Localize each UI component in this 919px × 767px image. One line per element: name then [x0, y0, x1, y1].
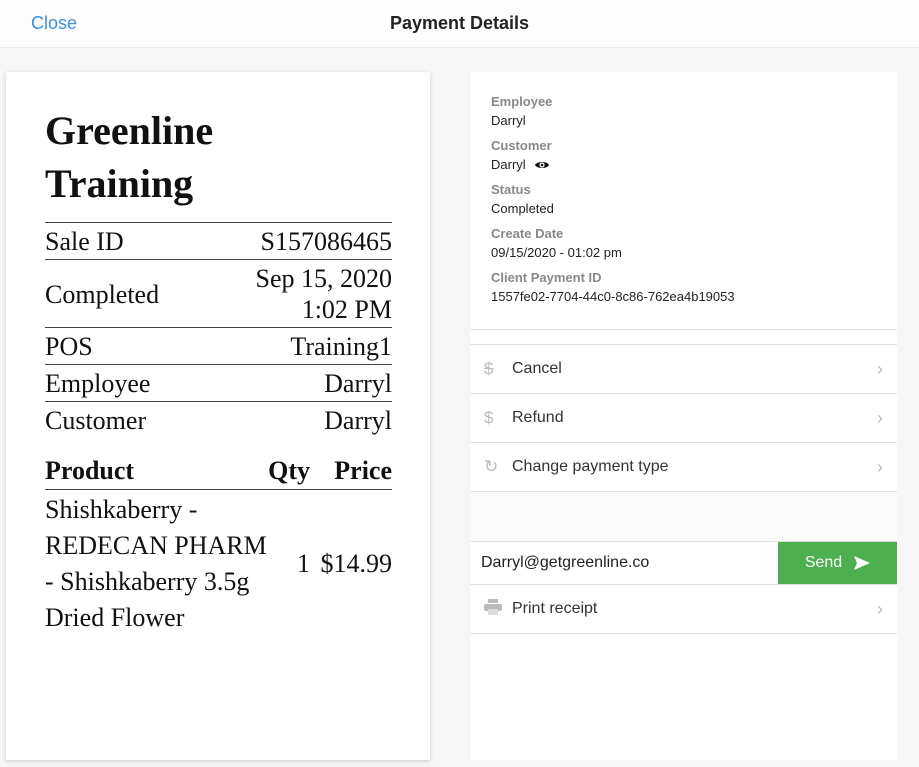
- employee-value: Darryl: [491, 111, 876, 131]
- email-receipt-row: Send: [470, 541, 897, 584]
- create-date-text: 09/15/2020 - 01:02 pm: [491, 245, 622, 260]
- row-label: Employee: [45, 369, 151, 398]
- send-button[interactable]: Send: [778, 542, 897, 584]
- store-name: Greenline Training: [45, 108, 214, 206]
- payment-info: Employee Darryl Customer Darryl Status C…: [470, 72, 897, 330]
- product-price: $14.99: [320, 549, 393, 578]
- col-qty: Qty: [268, 456, 310, 485]
- product-name: Shishkaberry - REDECAN PHARM - Shishkabe…: [45, 495, 267, 632]
- receipt-row-employee: Employee Darryl: [45, 364, 392, 401]
- cancel-button[interactable]: $ Cancel ›: [470, 344, 897, 393]
- change-payment-type-label: Change payment type: [512, 458, 669, 475]
- receipt-row-sale-id: Sale ID S157086465: [45, 222, 392, 259]
- date: Sep 15, 2020: [255, 264, 393, 293]
- create-date-value: 09/15/2020 - 01:02 pm: [491, 243, 876, 263]
- row-value: Darryl: [324, 369, 392, 398]
- receipt-row-customer: Customer Darryl: [45, 401, 392, 438]
- chevron-right-icon: ›: [877, 598, 883, 619]
- product-row: Shishkaberry - REDECAN PHARM - Shishkabe…: [45, 492, 392, 636]
- send-icon: [854, 556, 871, 570]
- col-price: Price: [334, 456, 392, 485]
- customer-label: Customer: [491, 138, 552, 153]
- row-label: POS: [45, 332, 93, 361]
- row-value: Darryl: [324, 406, 392, 435]
- row-label: Completed: [45, 279, 160, 309]
- no-dollar-icon: $: [484, 359, 494, 378]
- product-qty: 1: [297, 549, 310, 578]
- receipt-preview: Greenline Training Sale ID S157086465 Com…: [6, 72, 430, 760]
- payment-panel: Employee Darryl Customer Darryl Status C…: [470, 72, 897, 760]
- row-value: S157086465: [260, 227, 392, 256]
- create-date-label: Create Date: [491, 226, 564, 241]
- row-label: Sale ID: [45, 227, 124, 256]
- print-receipt-label: Print receipt: [512, 600, 598, 617]
- refresh-icon: ↻: [484, 457, 499, 476]
- client-payment-id-value: 1557fe02-7704-44c0-8c86-762ea4b19053: [491, 287, 876, 307]
- cancel-label: Cancel: [512, 360, 562, 377]
- top-bar: Close Payment Details: [0, 0, 919, 48]
- employee-label: Employee: [491, 94, 553, 109]
- employee-name: Darryl: [491, 113, 526, 128]
- client-payment-id-text: 1557fe02-7704-44c0-8c86-762ea4b19053: [491, 289, 735, 304]
- printer-icon: [484, 598, 512, 620]
- divider: [470, 633, 897, 634]
- dollar-icon: $: [484, 408, 494, 427]
- email-input[interactable]: [470, 542, 778, 584]
- spacer: [470, 491, 897, 541]
- product-table-header: Product Qty Price: [45, 456, 392, 490]
- time: 1:02 PM: [301, 295, 392, 324]
- send-label: Send: [804, 554, 843, 571]
- chevron-right-icon: ›: [877, 456, 883, 477]
- receipt-row-completed: Completed Sep 15, 2020 1:02 PM: [45, 259, 392, 327]
- change-payment-type-button[interactable]: ↻ Change payment type ›: [470, 442, 897, 491]
- actions-list: $ Cancel › $ Refund › ↻ Change payment type › …: [470, 344, 897, 634]
- row-value: Training1: [290, 332, 392, 361]
- status-value: Completed: [491, 199, 876, 219]
- refund-button[interactable]: $ Refund ›: [470, 393, 897, 442]
- col-product: Product: [45, 456, 135, 485]
- page-title: Payment Details: [389, 13, 530, 33]
- client-payment-id-label: Client Payment ID: [491, 270, 602, 285]
- print-receipt-button[interactable]: Print receipt ›: [470, 584, 897, 633]
- chevron-right-icon: ›: [877, 358, 883, 379]
- close-button[interactable]: Close: [31, 13, 78, 33]
- status-label: Status: [491, 182, 531, 197]
- row-value: Sep 15, 2020 1:02 PM: [256, 263, 393, 325]
- customer-value: Darryl: [491, 155, 876, 175]
- customer-name: Darryl: [491, 157, 526, 172]
- refund-label: Refund: [512, 409, 564, 426]
- chevron-right-icon: ›: [877, 407, 883, 428]
- status-text: Completed: [491, 201, 554, 216]
- row-label: Customer: [45, 406, 147, 435]
- eye-icon[interactable]: [534, 159, 550, 171]
- receipt-row-pos: POS Training1: [45, 327, 392, 364]
